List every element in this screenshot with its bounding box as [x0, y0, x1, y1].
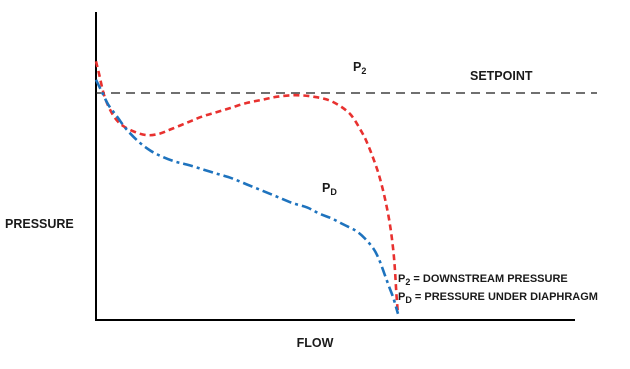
- legend-entry-pd: PD = PRESSURE UNDER DIAPHRAGM: [398, 291, 598, 305]
- p2-series-label: P2: [353, 60, 366, 76]
- pd-series-line: [94, 79, 400, 315]
- pd-series-label: PD: [322, 181, 337, 197]
- legend-entry-p2: P2 = DOWNSTREAM PRESSURE: [398, 273, 568, 287]
- p2-series-line: [94, 60, 400, 314]
- y-axis-label: PRESSURE: [5, 217, 74, 231]
- setpoint-label: SETPOINT: [470, 69, 533, 83]
- x-axis-label: FLOW: [297, 336, 334, 350]
